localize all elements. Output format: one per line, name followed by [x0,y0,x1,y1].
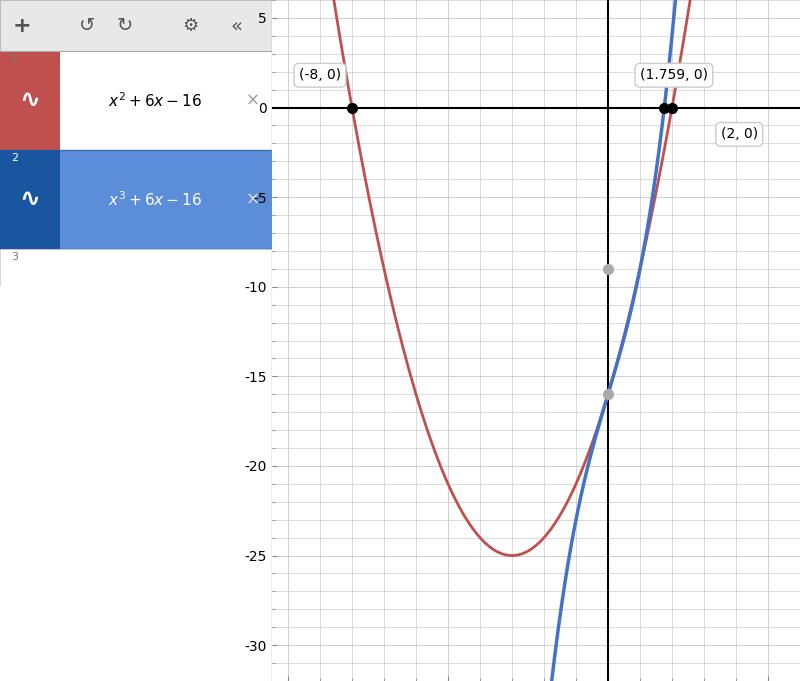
FancyBboxPatch shape [0,51,272,150]
Text: ∿: ∿ [19,187,41,211]
Text: ⚙: ⚙ [182,16,198,35]
Text: ×: × [246,190,260,208]
Text: ↺: ↺ [79,16,95,35]
FancyBboxPatch shape [0,51,60,150]
Text: (2, 0): (2, 0) [721,127,758,142]
Text: ↻: ↻ [117,16,134,35]
Text: $x^3 + 6x - 16$: $x^3 + 6x - 16$ [108,190,202,208]
Text: 2: 2 [11,153,18,163]
Text: 3: 3 [11,252,18,262]
FancyBboxPatch shape [0,150,272,249]
Text: (1.759, 0): (1.759, 0) [640,68,708,82]
Text: $x^2 + 6x - 16$: $x^2 + 6x - 16$ [108,91,202,110]
FancyBboxPatch shape [0,150,60,249]
FancyBboxPatch shape [0,249,272,286]
FancyBboxPatch shape [0,0,272,51]
FancyBboxPatch shape [0,286,272,681]
Text: 1: 1 [11,54,18,65]
Text: +: + [13,16,31,35]
Text: «: « [230,16,242,35]
Text: ∿: ∿ [19,89,41,112]
Text: ×: × [246,91,260,110]
Text: (-8, 0): (-8, 0) [299,68,341,82]
